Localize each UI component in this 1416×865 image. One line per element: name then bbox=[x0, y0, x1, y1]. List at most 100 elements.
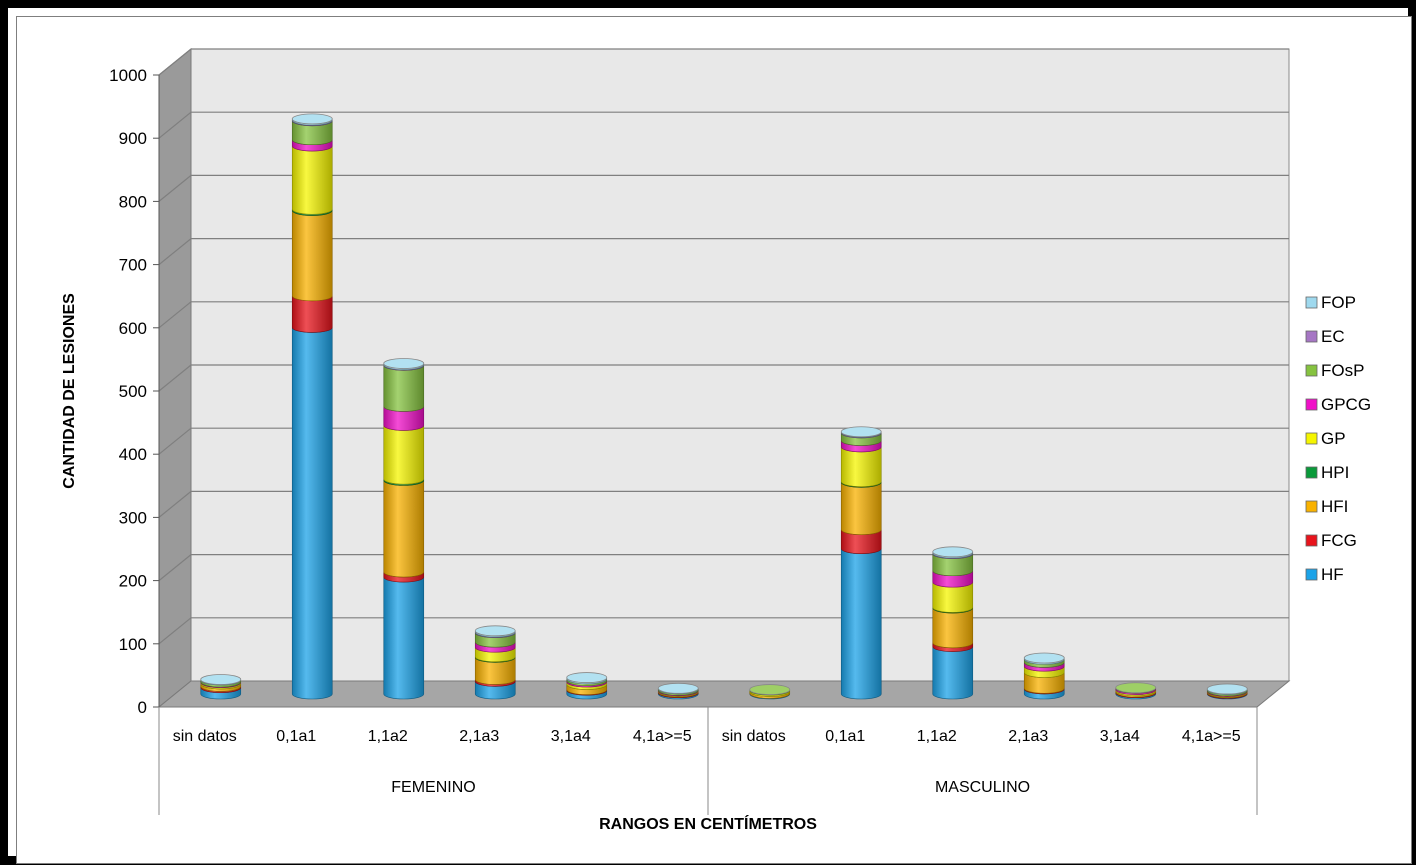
gridline bbox=[158, 364, 1289, 392]
gridline bbox=[158, 490, 1289, 518]
bar-segment-gp bbox=[291, 145, 333, 215]
legend: FOP EC FOsP GPCG GP HPI HFI FCG HF bbox=[1305, 293, 1371, 584]
bar-stack bbox=[1023, 652, 1065, 700]
legend-label: FOP bbox=[1321, 293, 1356, 312]
bar-segment-hf bbox=[383, 576, 425, 700]
gridline bbox=[158, 174, 1289, 202]
legend-item: HPI bbox=[1305, 463, 1349, 482]
y-tick-label: 1000 bbox=[109, 66, 147, 85]
gridline bbox=[158, 427, 1289, 455]
bar-stack bbox=[474, 625, 516, 700]
gridlines bbox=[158, 48, 1289, 645]
legend-swatch bbox=[1305, 330, 1318, 343]
y-tick-label: 200 bbox=[119, 572, 147, 591]
bar-top-cap bbox=[566, 672, 608, 683]
bar-stack bbox=[840, 426, 882, 700]
bar-top-cap bbox=[1115, 682, 1157, 694]
legend-label: FCG bbox=[1321, 531, 1357, 550]
bar-segment-hfi bbox=[291, 210, 333, 302]
stacked-cylinder-chart: 0 100 200 300 400 500 600 700 800 900 1000 sin dat… bbox=[61, 47, 1371, 833]
y-axis-ticks: 0 100 200 300 400 500 600 700 800 900 1000 bbox=[109, 66, 160, 717]
legend-item: GP bbox=[1305, 429, 1346, 448]
legend-swatch bbox=[1305, 534, 1318, 547]
x-tick-label: 4,1a>=5 bbox=[1182, 728, 1241, 745]
bar-stack bbox=[657, 682, 699, 700]
y-tick-label: 500 bbox=[119, 382, 147, 401]
x-tick-label: 1,1a2 bbox=[917, 728, 957, 745]
bar-top-cap bbox=[657, 682, 699, 694]
legend-item: HF bbox=[1305, 565, 1344, 584]
gridline bbox=[158, 48, 1289, 76]
bar-segment-hfi bbox=[840, 482, 882, 535]
bar-stack bbox=[932, 546, 974, 700]
x-tick-label: 0,1a1 bbox=[276, 728, 316, 745]
bar-segment-fcg bbox=[291, 295, 333, 333]
legend-label: HPI bbox=[1321, 463, 1349, 482]
legend-label: EC bbox=[1321, 327, 1345, 346]
bar-stack bbox=[1115, 682, 1157, 700]
bar-segment-hfi bbox=[383, 480, 425, 578]
x-axis: sin datos 0,1a1 1,1a2 2,1a3 3,1a4 4,1a>=5 sin … bbox=[158, 707, 1258, 815]
bar-stack bbox=[291, 113, 333, 700]
legend-swatch bbox=[1305, 466, 1318, 479]
x-axis-title: RANGOS EN CENTÍMETROS bbox=[599, 814, 817, 833]
bar-top-cap bbox=[291, 113, 333, 125]
bar-segment-hf bbox=[932, 646, 974, 700]
y-tick-label: 900 bbox=[119, 129, 147, 148]
legend-label: GPCG bbox=[1321, 395, 1371, 414]
gridline bbox=[158, 617, 1289, 645]
gridline bbox=[158, 111, 1289, 139]
bar-top-cap bbox=[383, 358, 425, 369]
y-axis-title: CANTIDAD DE LESIONES bbox=[61, 293, 78, 489]
y-tick-label: 800 bbox=[119, 192, 147, 211]
legend-swatch bbox=[1305, 500, 1318, 513]
legend-item: HFI bbox=[1305, 497, 1348, 516]
bar-stack bbox=[749, 684, 791, 700]
bars bbox=[200, 113, 1248, 700]
legend-swatch bbox=[1305, 568, 1318, 581]
bar-stack bbox=[200, 674, 242, 700]
bar-segment-gp bbox=[383, 425, 425, 485]
legend-swatch bbox=[1305, 296, 1318, 309]
legend-item: FCG bbox=[1305, 531, 1357, 550]
bar-top-cap bbox=[1206, 683, 1248, 695]
x-tick-label: 2,1a3 bbox=[1008, 728, 1048, 745]
legend-swatch bbox=[1305, 432, 1318, 445]
y-tick-label: 700 bbox=[119, 256, 147, 275]
bar-segment-hf bbox=[291, 327, 333, 700]
legend-swatch bbox=[1305, 364, 1318, 377]
bar-stack bbox=[1206, 683, 1248, 700]
bar-top-cap bbox=[474, 625, 516, 637]
bar-segment-hfi bbox=[932, 607, 974, 649]
gridline bbox=[158, 553, 1289, 582]
y-tick-label: 300 bbox=[119, 508, 147, 527]
x-group-label: MASCULINO bbox=[935, 779, 1030, 796]
x-group-label: FEMENINO bbox=[391, 779, 475, 796]
bar-stack bbox=[566, 672, 608, 700]
x-tick-label: 0,1a1 bbox=[825, 728, 865, 745]
legend-label: HFI bbox=[1321, 497, 1348, 516]
chart-area: 0 100 200 300 400 500 600 700 800 900 1000 sin dat… bbox=[16, 16, 1412, 864]
legend-item: GPCG bbox=[1305, 395, 1371, 414]
y-tick-label: 0 bbox=[138, 698, 147, 717]
bar-top-cap bbox=[749, 684, 791, 695]
bar-top-cap bbox=[200, 674, 242, 685]
x-tick-label: 3,1a4 bbox=[1100, 728, 1140, 745]
gridline bbox=[158, 238, 1289, 266]
bar-top-cap bbox=[840, 426, 882, 438]
x-tick-label: 3,1a4 bbox=[551, 728, 591, 745]
x-tick-label: sin datos bbox=[722, 728, 786, 745]
legend-label: GP bbox=[1321, 429, 1346, 448]
gridline bbox=[158, 301, 1289, 329]
legend-item: EC bbox=[1305, 327, 1345, 346]
legend-label: FOsP bbox=[1321, 361, 1364, 380]
x-tick-label: 4,1a>=5 bbox=[633, 728, 692, 745]
x-tick-label: 2,1a3 bbox=[459, 728, 499, 745]
bar-top-cap bbox=[932, 546, 974, 558]
bar-top-cap bbox=[1023, 652, 1065, 664]
x-tick-label: sin datos bbox=[173, 728, 237, 745]
bar-stack bbox=[383, 358, 425, 700]
legend-item: FOP bbox=[1305, 293, 1356, 312]
floor bbox=[157, 680, 1291, 708]
